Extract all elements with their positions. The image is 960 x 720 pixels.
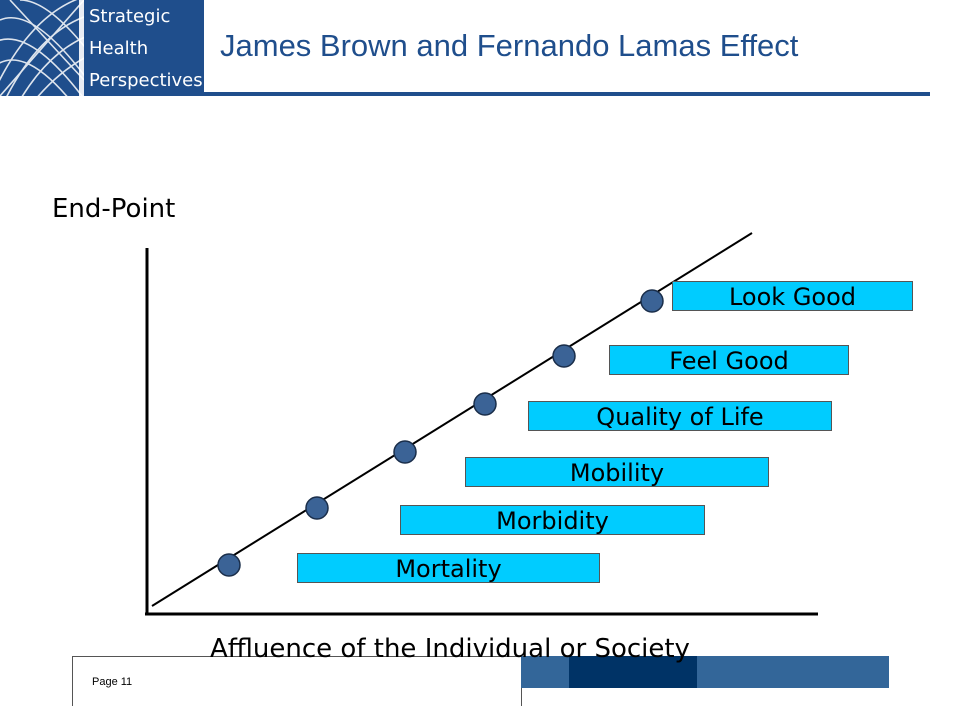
- page-number: Page 11: [92, 676, 133, 688]
- logo-wordmark: Strategic Health Perspectives: [83, 0, 204, 96]
- stage-box-mobility: Mobility: [465, 457, 769, 487]
- globe-lattice-icon: [0, 0, 84, 96]
- strategic-health-perspectives-logo: Strategic Health Perspectives: [0, 0, 204, 96]
- stage-dot-mobility: [393, 440, 417, 464]
- y-axis-label: End-Point: [52, 194, 176, 224]
- logo-word-perspectives: Perspectives: [89, 70, 203, 91]
- footer-bar-segment-2: [569, 656, 697, 688]
- stage-dot-morbidity: [305, 496, 329, 520]
- slide-title: James Brown and Fernando Lamas Effect: [220, 28, 799, 63]
- stage-dot-feel-good: [552, 344, 576, 368]
- stage-dot-mortality: [217, 553, 241, 577]
- footer-bar-segment-3: [697, 656, 889, 688]
- logo-word-strategic: Strategic: [89, 6, 171, 27]
- footer-divider: [72, 656, 522, 657]
- stage-dot-quality-of-life: [473, 392, 497, 416]
- stage-box-morbidity: Morbidity: [400, 505, 705, 535]
- title-underline: [204, 92, 930, 96]
- stage-dot-look-good: [640, 289, 664, 313]
- stage-box-feel-good: Feel Good: [609, 345, 849, 375]
- logo-word-health: Health: [89, 38, 149, 59]
- footer-bar-segment-1: [521, 656, 569, 688]
- stage-box-look-good: Look Good: [672, 281, 913, 311]
- stage-box-mortality: Mortality: [297, 553, 600, 583]
- stage-box-quality-of-life: Quality of Life: [528, 401, 832, 431]
- x-axis-label: Affluence of the Individual or Society: [210, 634, 690, 664]
- footer-left-edge: [72, 656, 73, 706]
